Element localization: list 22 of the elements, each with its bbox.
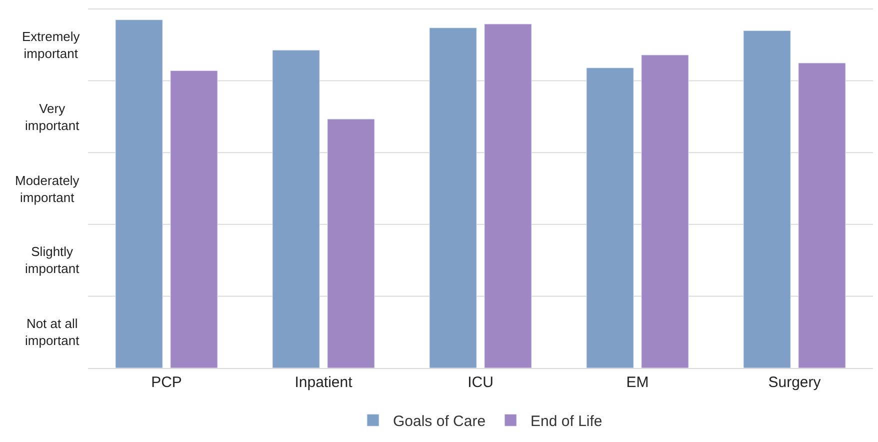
bar — [429, 28, 477, 368]
bar — [115, 20, 163, 368]
bar — [484, 24, 532, 368]
x-tick-label: Surgery — [768, 374, 822, 391]
bar — [798, 62, 846, 368]
bar — [170, 70, 218, 368]
legend-label: Goals of Care — [393, 413, 486, 430]
x-tick-label: EM — [626, 374, 649, 391]
bar — [586, 68, 634, 368]
bar — [272, 50, 320, 368]
legend-label: End of Life — [530, 413, 602, 430]
bar — [641, 54, 689, 368]
text: Moderately important — [15, 173, 80, 205]
x-tick-label: ICU — [468, 374, 494, 391]
bar — [327, 118, 375, 368]
x-tick-label: PCP — [151, 374, 182, 391]
text: Very important — [25, 101, 80, 133]
x-tick-label: Inpatient — [294, 374, 354, 391]
text: Extremely important — [22, 29, 80, 61]
text: Not at all important — [25, 316, 80, 348]
text: Slightly important — [25, 244, 80, 276]
bar — [743, 30, 791, 368]
